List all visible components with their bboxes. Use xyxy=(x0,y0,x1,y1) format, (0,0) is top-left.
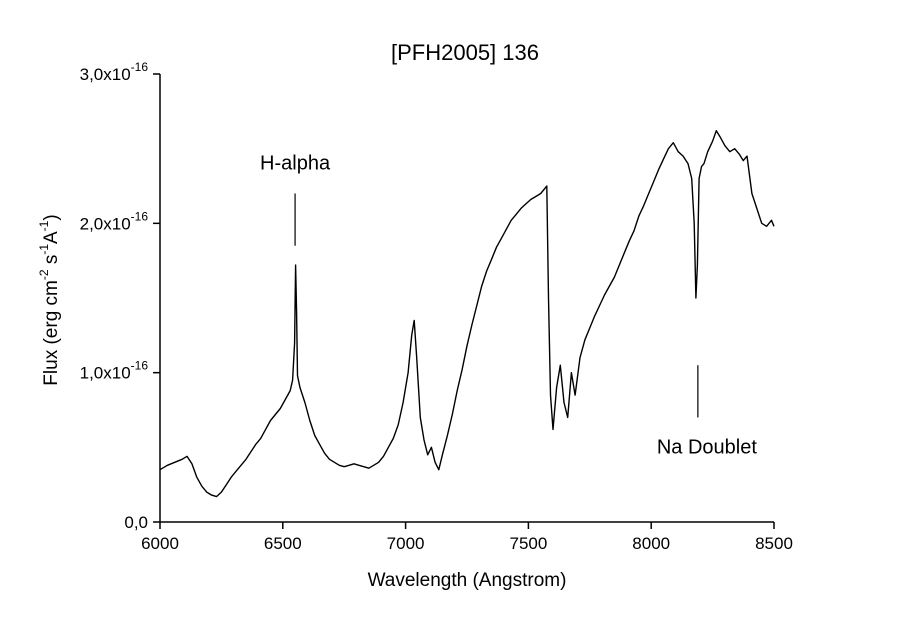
x-axis-label: Wavelength (Angstrom) xyxy=(368,570,567,591)
x-tick-label: 6000 xyxy=(141,534,179,553)
plot-frame xyxy=(159,74,774,523)
annotations: H-alpha Na Doublet xyxy=(260,152,757,458)
x-tick-label: 7000 xyxy=(387,534,425,553)
x-tick-label: 8500 xyxy=(755,534,793,553)
y-axis-label: Flux (erg cm-2 s-1A-1) xyxy=(37,214,62,385)
y-tick-label: 1,0x10-16 xyxy=(80,359,149,383)
x-ticks: 6000 6500 7000 7500 8000 8500 xyxy=(141,522,793,553)
y-ticks: 0,0 1,0x10-16 2,0x10-16 3,0x10-16 xyxy=(80,60,160,532)
y-tick-label: 3,0x10-16 xyxy=(80,60,149,84)
spectrum-series-line xyxy=(159,130,775,498)
x-tick-label: 6500 xyxy=(264,534,302,553)
y-tick-label: 0,0 xyxy=(124,513,148,532)
y-tick-label: 2,0x10-16 xyxy=(80,209,149,233)
x-tick-label: 8000 xyxy=(632,534,670,553)
x-tick-label: 7500 xyxy=(509,534,547,553)
chart-title: [PFH2005] 136 xyxy=(391,40,539,65)
annotation-label: Na Doublet xyxy=(657,436,758,458)
annotation-label: H-alpha xyxy=(260,152,331,174)
